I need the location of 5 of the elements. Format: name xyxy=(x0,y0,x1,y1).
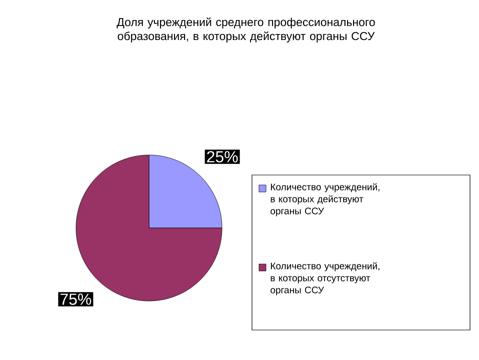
chart-title: Доля учреждений среднего профессионального образования, в которых действуют органы ССУ xyxy=(116,18,375,42)
data-label: 25% xyxy=(207,151,238,162)
legend-label: Количество учреждений, в которых отсутствуют органы ССУ xyxy=(270,262,380,296)
legend-label: Количество учреждений, в которых действуют органы ССУ xyxy=(270,183,380,216)
data-label: 75% xyxy=(60,294,92,305)
